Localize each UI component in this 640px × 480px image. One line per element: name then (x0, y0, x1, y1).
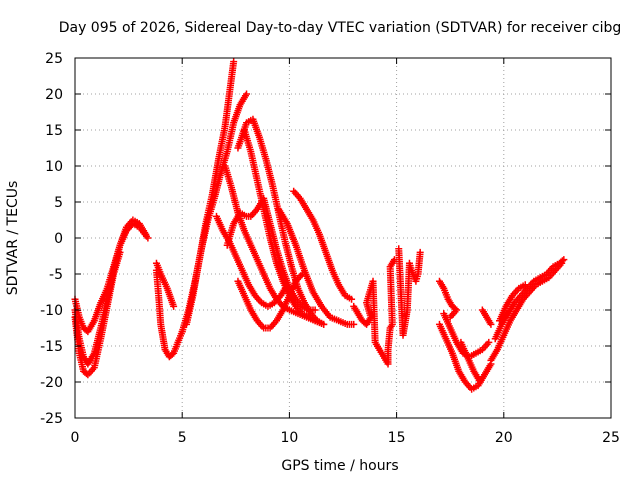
data-point (416, 248, 424, 256)
y-tick-label: 15 (45, 123, 63, 139)
series-arc-7 (182, 58, 238, 328)
y-axis-label: SDTVAR / TECUs (5, 181, 21, 296)
y-tick-label: 10 (45, 159, 63, 175)
data-point (350, 320, 358, 328)
data-point (170, 302, 178, 310)
series-arc-22 (478, 306, 495, 328)
series-arc-18 (435, 277, 461, 321)
y-tick-label: 20 (45, 87, 63, 103)
data-points (71, 58, 568, 393)
x-tick-label: 5 (178, 430, 187, 446)
data-point (243, 90, 251, 98)
x-tick-labels: 0 5 10 15 20 25 (71, 430, 620, 446)
data-point (144, 234, 152, 242)
data-point (311, 317, 319, 325)
series-arc-3 (71, 248, 124, 379)
data-point (230, 58, 238, 66)
y-tick-label: -5 (49, 267, 63, 283)
y-tick-label: 5 (54, 195, 63, 211)
series-arc-24 (491, 256, 568, 343)
series-arc-15 (275, 205, 358, 328)
series-arc-5 (152, 266, 186, 361)
x-axis-label: GPS time / hours (281, 458, 398, 474)
data-point (476, 378, 484, 386)
y-tick-label: -20 (40, 375, 63, 391)
data-point (116, 248, 124, 256)
y-tick-labels: -25 -20 -15 -10 -5 0 5 10 15 20 25 (40, 51, 63, 427)
data-point (320, 320, 328, 328)
data-point (311, 306, 319, 314)
series-arc-21 (457, 338, 484, 386)
series-arc-14 (290, 187, 356, 303)
x-tick-label: 25 (602, 430, 620, 446)
data-point (487, 320, 495, 328)
y-tick-label: -10 (40, 303, 63, 319)
x-tick-label: 20 (495, 430, 513, 446)
axis-ticks (74, 57, 612, 419)
y-tick-label: 0 (54, 231, 63, 247)
data-point (521, 281, 529, 289)
series-arc-4 (152, 259, 178, 310)
series-arc-13 (240, 126, 319, 325)
series-arc-25 (496, 281, 529, 325)
data-point (558, 257, 566, 265)
data-point (485, 338, 493, 346)
y-tick-label: -25 (40, 411, 63, 427)
series-arc-16 (350, 256, 398, 368)
x-tick-label: 10 (280, 430, 298, 446)
data-point (560, 256, 568, 264)
y-tick-label: -15 (40, 339, 63, 355)
chart-title: Day 095 of 2026, Sidereal Day-to-day VTE… (59, 20, 622, 36)
series-arc-17 (395, 245, 424, 339)
data-point (348, 295, 356, 303)
series-arc-8 (213, 212, 289, 310)
x-tick-label: 15 (388, 430, 406, 446)
x-tick-label: 0 (71, 430, 80, 446)
y-tick-label: 25 (45, 51, 63, 67)
